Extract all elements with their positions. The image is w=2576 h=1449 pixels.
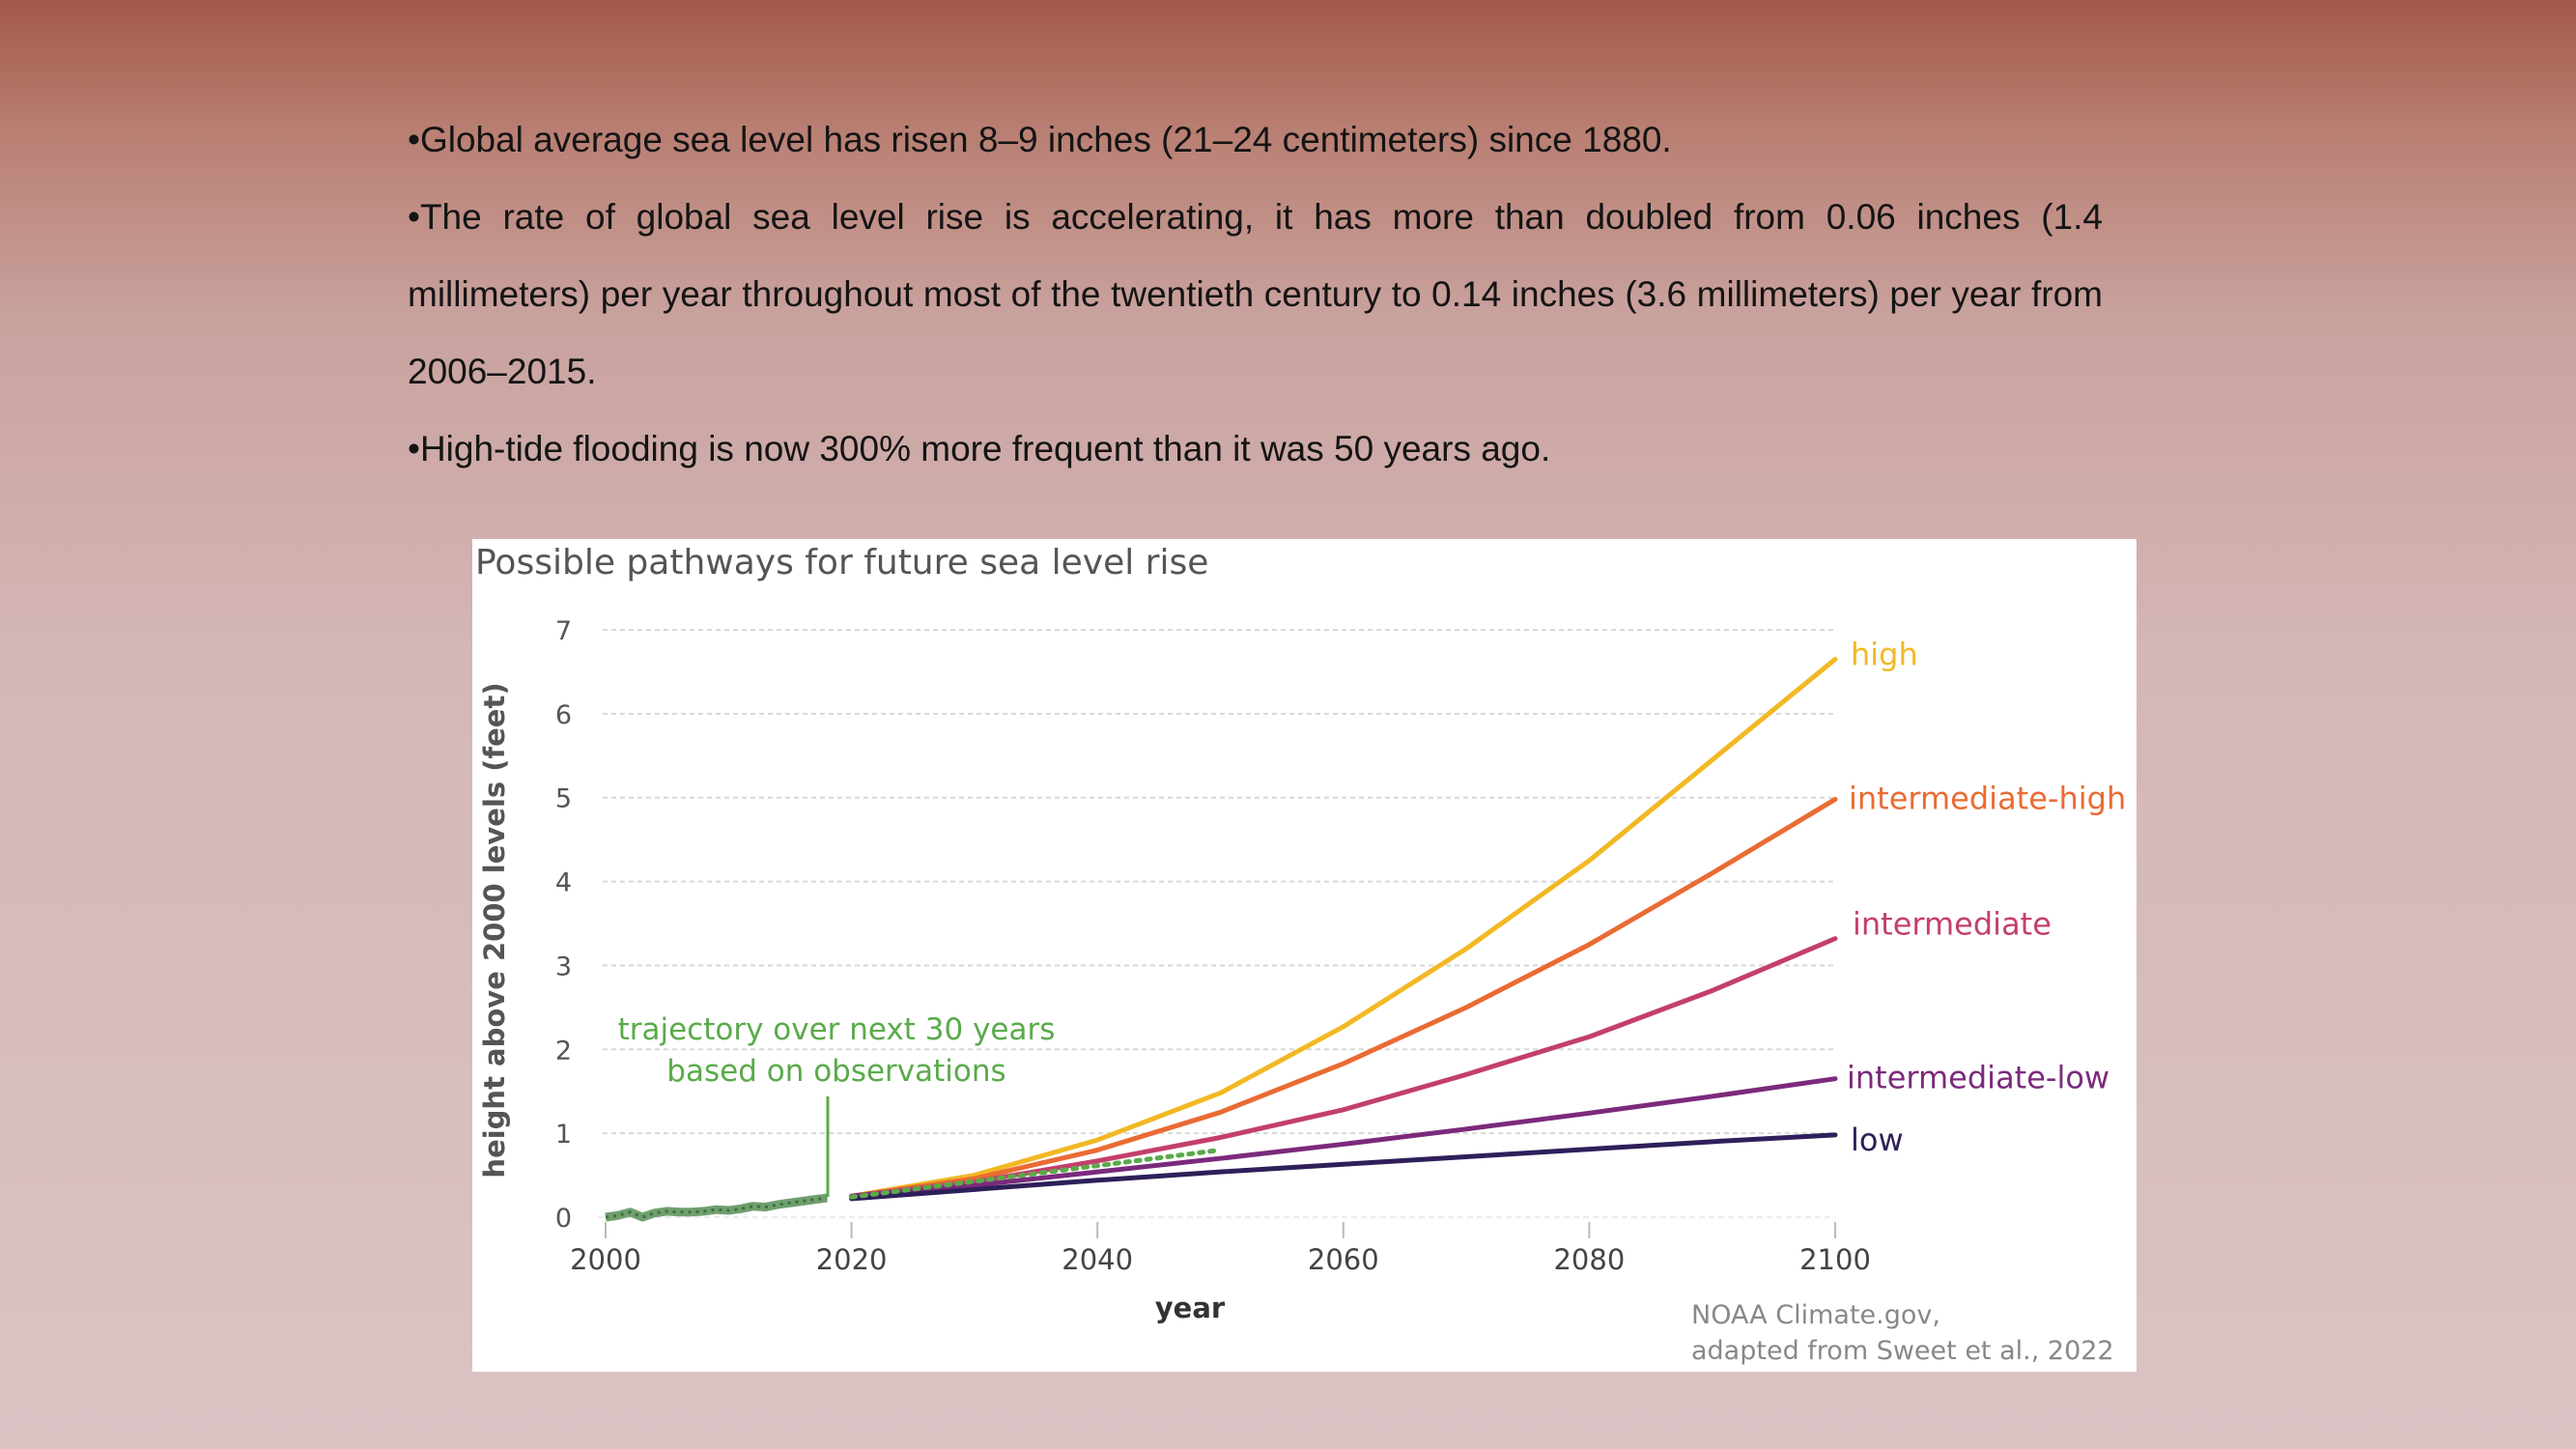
observed-line: [605, 1193, 828, 1222]
series-label-low: low: [1851, 1122, 1904, 1158]
series-label-intermediate: intermediate: [1853, 906, 2052, 943]
x-tick-label: 2080: [1553, 1243, 1625, 1276]
bullet-high-tide-flooding: •High-tide flooding is now 300% more fre…: [408, 429, 1551, 469]
series-label-intermediate-high: intermediate-high: [1849, 780, 2126, 816]
y-tick-label: 7: [555, 616, 572, 646]
y-tick-label: 6: [555, 700, 572, 730]
trajectory-line: [849, 1148, 1223, 1200]
series-lines: [605, 656, 1838, 1222]
x-tick-label: 2100: [1799, 1243, 1871, 1276]
series-label-high: high: [1851, 636, 1918, 672]
series-line-intermediate-high: [849, 796, 1838, 1199]
y-axis-label: height above 2000 levels (feet): [478, 682, 511, 1178]
credit-line-2: adapted from Sweet et al., 2022: [1691, 1336, 2114, 1366]
sea-level-chart: Possible pathways for future sea level r…: [472, 539, 2137, 1372]
series-line-high: [849, 656, 1838, 1199]
series-line-low: [849, 1132, 1838, 1202]
chart-title: Possible pathways for future sea level r…: [475, 543, 1208, 582]
observed-line-texture: [605, 1196, 828, 1219]
annotation-line-2: based on observations: [666, 1054, 1005, 1089]
credit-line-1: NOAA Climate.gov,: [1691, 1300, 1940, 1330]
y-tick-label: 0: [555, 1204, 572, 1234]
series-line-intermediate-low: [849, 1076, 1838, 1199]
series-label-intermediate-low: intermediate-low: [1847, 1060, 2109, 1096]
series-line-intermediate: [849, 936, 1838, 1199]
y-tick-label: 5: [555, 784, 572, 814]
x-tick-label: 2060: [1308, 1243, 1379, 1276]
x-tick-label: 2020: [816, 1243, 888, 1276]
grid-lines: [598, 629, 1835, 1218]
annotation-line-1: trajectory over next 30 years: [618, 1012, 1056, 1047]
chart-svg: Possible pathways for future sea level r…: [475, 543, 2126, 1366]
y-tick-label: 2: [555, 1036, 572, 1065]
y-tick-label: 3: [555, 952, 572, 981]
y-tick-label: 1: [555, 1120, 572, 1150]
x-tick-label: 2040: [1062, 1243, 1133, 1276]
y-tick-label: 4: [555, 868, 572, 898]
bullet-list: •Global average sea level has risen 8–9 …: [408, 101, 2103, 488]
x-tick-label: 2000: [570, 1243, 641, 1276]
series-labels: high intermediate-high intermediate interme…: [1847, 636, 2126, 1157]
bullet-sea-level-risen: •Global average sea level has risen 8–9 …: [408, 120, 1672, 159]
bullet-rate-accelerating: •The rate of global sea level rise is ac…: [408, 197, 2103, 391]
x-axis-label: year: [1155, 1292, 1226, 1324]
x-axis: 0 1 2 3 4 5 6 7 2000 2020 2040 2060 2080 2100: [555, 616, 1871, 1276]
